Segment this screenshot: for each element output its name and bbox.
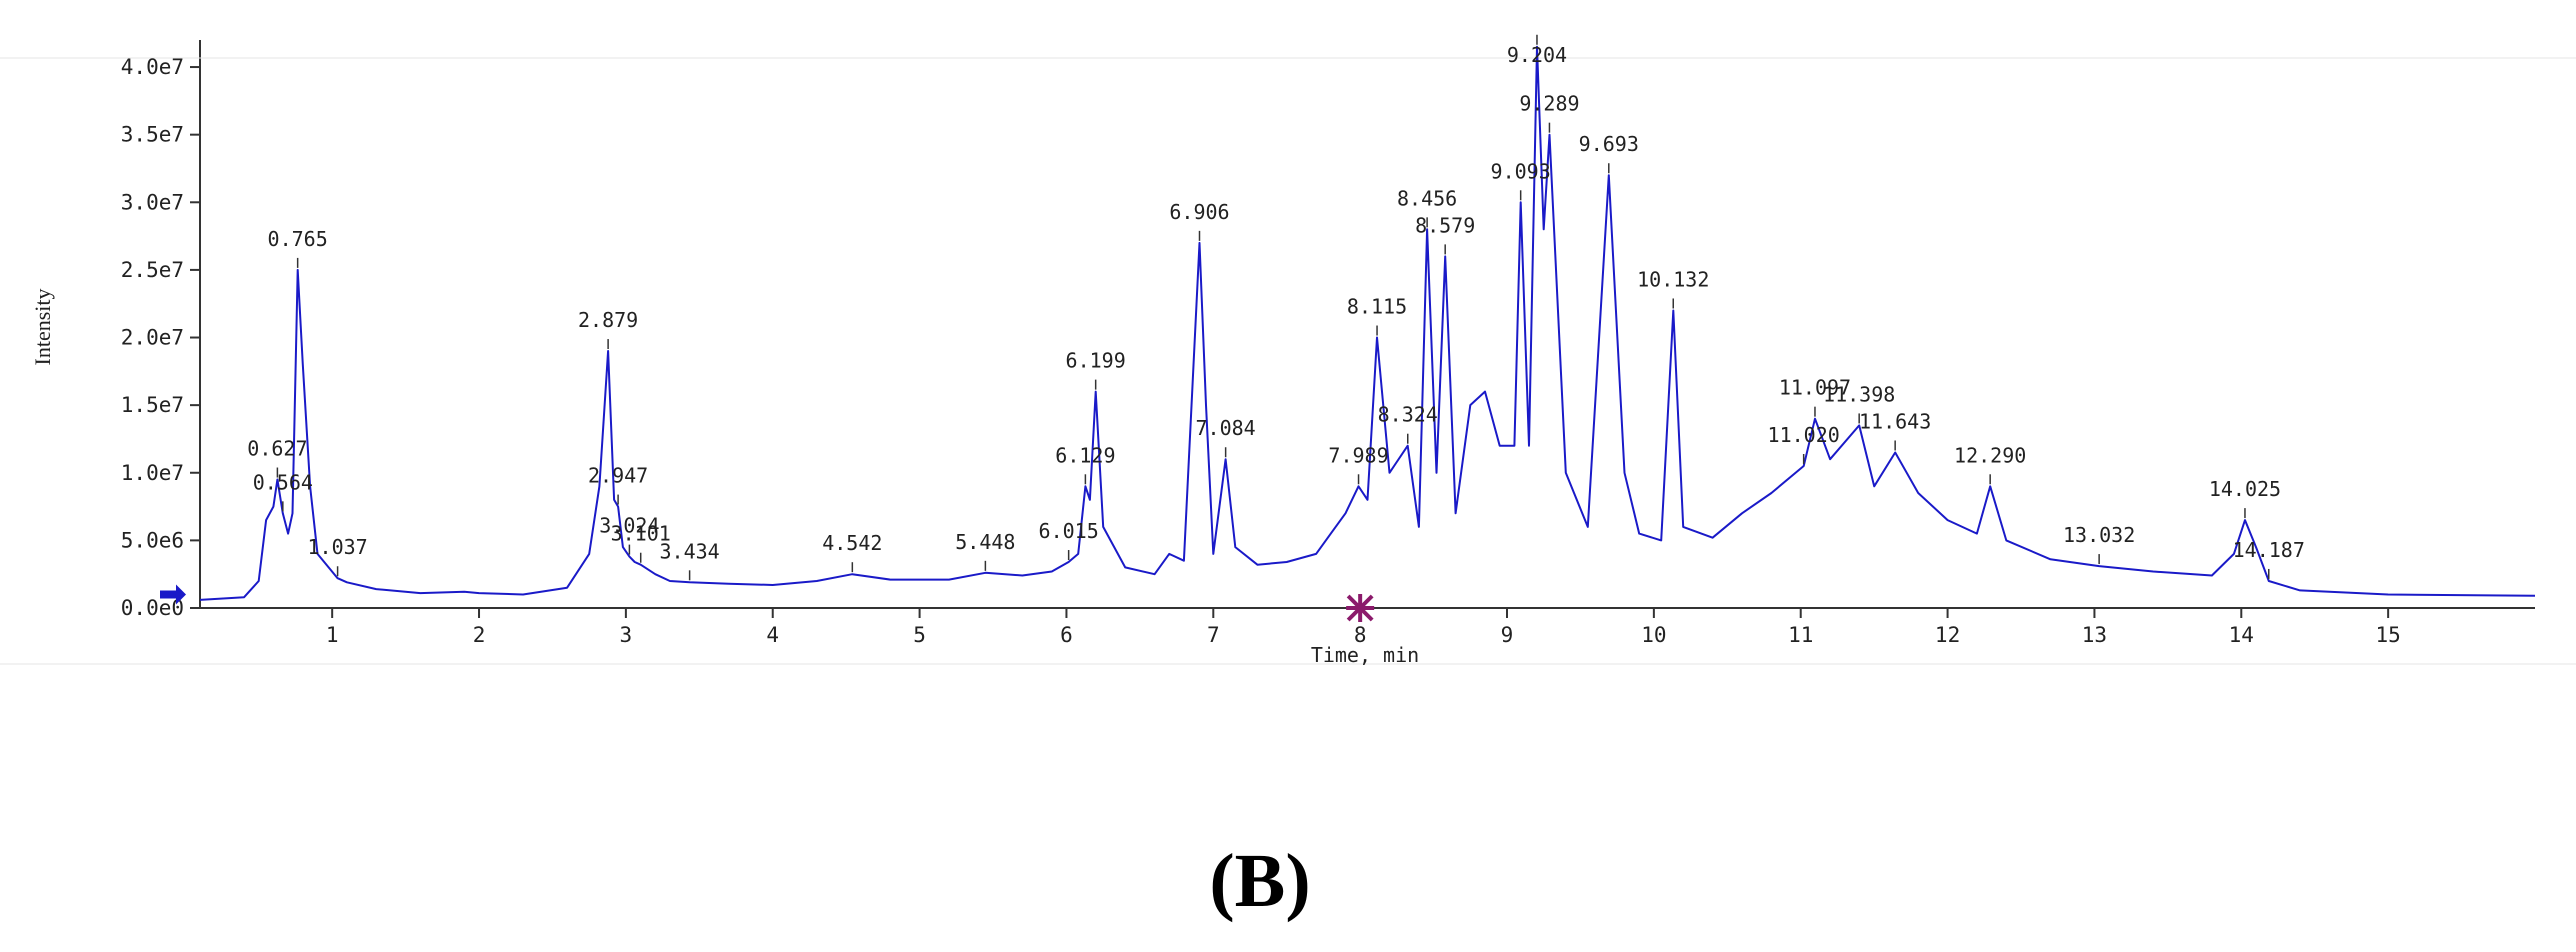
axes — [0, 40, 2576, 665]
x-tick-label: 11 — [1788, 623, 1813, 647]
peak-label: 11.643 — [1859, 409, 1931, 433]
x-tick-label: 15 — [2375, 623, 2400, 647]
peak-label: 0.627 — [247, 437, 307, 461]
x-tick-label: 6 — [1060, 623, 1073, 647]
peak-label: 5.448 — [955, 530, 1015, 554]
peak-label: 14.187 — [2233, 538, 2305, 562]
x-tick-label: 9 — [1501, 623, 1514, 647]
peak-label: 11.398 — [1823, 382, 1895, 406]
y-tick-label: 1.0e7 — [121, 461, 184, 485]
peak-label: 3.024 — [599, 514, 659, 538]
peak-label: 9.693 — [1579, 132, 1639, 156]
y-ticks: 0.0e0 5.0e6 1.0e7 1.5e7 2.0e7 2.5e7 3.0e7 3.5e7… — [121, 55, 200, 620]
peak-label: 4.542 — [822, 531, 882, 555]
x-ticks: 1 2 3 4 5 6 7 8 9 10 11 12 13 14 15 — [326, 608, 2401, 647]
peak-label: 6.129 — [1055, 443, 1115, 467]
y-tick-label: 5.0e6 — [121, 528, 184, 552]
y-tick-label: 2.0e7 — [121, 326, 184, 350]
x-tick-label: 13 — [2082, 623, 2107, 647]
peak-label: 3.434 — [660, 539, 720, 563]
peak-label: 11.097 — [1779, 376, 1851, 400]
peak-label: 8.456 — [1397, 186, 1457, 210]
y-tick-label: 2.5e7 — [121, 258, 184, 282]
peak-label: 9.204 — [1507, 43, 1567, 67]
peak-label: 8.579 — [1415, 213, 1475, 237]
peak-label: 8.324 — [1378, 403, 1438, 427]
x-tick-label: 10 — [1641, 623, 1666, 647]
y-axis-label: Intensity — [30, 289, 55, 366]
x-tick-label: 1 — [326, 623, 339, 647]
peak-label: 2.879 — [578, 308, 638, 332]
peak-label: 9.093 — [1491, 159, 1551, 183]
peak-labels: 0.627 0.564 0.765 1.037 2.879 2.947 3.0243.101… — [247, 34, 2305, 581]
y-tick-label: 1.5e7 — [121, 393, 184, 417]
baseline-arrow-icon — [160, 584, 186, 605]
x-tick-label: 8 — [1354, 623, 1367, 647]
peak-label: 6.015 — [1039, 519, 1099, 543]
peak-label: 11.020 — [1768, 423, 1840, 447]
chromatogram-trace — [199, 45, 2536, 601]
peak-label: 13.032 — [2063, 523, 2135, 547]
y-tick-label: 3.5e7 — [121, 123, 184, 147]
x-tick-label: 12 — [1935, 623, 1960, 647]
y-tick-label: 3.0e7 — [121, 190, 184, 214]
peak-label: 2.947 — [588, 464, 648, 488]
peak-label: 0.564 — [253, 470, 313, 494]
time-cursor-icon — [1346, 594, 1375, 622]
peak-label: 0.765 — [268, 227, 328, 251]
peak-label: 7.989 — [1328, 443, 1388, 467]
peak-label: 3.101 — [611, 522, 671, 546]
peak-label: 12.290 — [1954, 443, 2026, 467]
peak-label: 1.037 — [307, 535, 367, 559]
peak-label: 8.115 — [1347, 295, 1407, 319]
x-tick-label: 7 — [1207, 623, 1220, 647]
peak-label: 10.132 — [1637, 267, 1709, 291]
y-tick-label: 0.0e0 — [121, 596, 184, 620]
x-axis-label: Time, min — [1311, 643, 1419, 667]
peak-label: 6.906 — [1169, 200, 1229, 224]
panel-label: (B) — [1209, 839, 1310, 923]
peak-label: 9.289 — [1519, 92, 1579, 116]
x-tick-label: 2 — [473, 623, 486, 647]
x-tick-label: 5 — [913, 623, 926, 647]
x-tick-label: 4 — [766, 623, 779, 647]
peak-label: 6.199 — [1066, 349, 1126, 373]
x-tick-label: 3 — [620, 623, 633, 647]
peak-label: 14.025 — [2209, 477, 2281, 501]
y-tick-label: 4.0e7 — [121, 55, 184, 79]
peak-label: 7.084 — [1196, 416, 1256, 440]
x-tick-label: 14 — [2229, 623, 2254, 647]
